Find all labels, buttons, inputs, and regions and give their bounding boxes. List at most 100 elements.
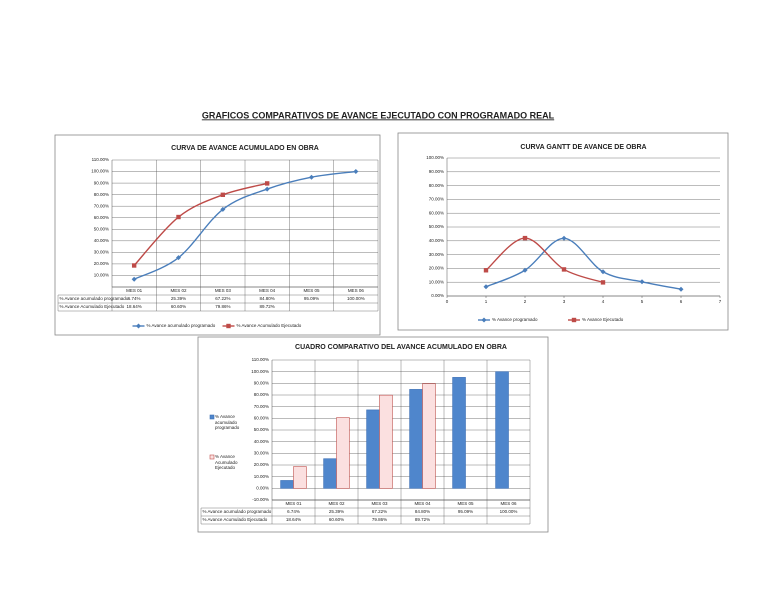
table-row-header: % Avance acumulado programado bbox=[60, 296, 129, 301]
legend-label: % Avance Ejecutado bbox=[582, 317, 624, 322]
y-tick-label: 90.00% bbox=[94, 180, 109, 185]
bar bbox=[366, 409, 380, 489]
y-tick-label: 40.00% bbox=[254, 439, 269, 444]
table-cell: 25.39% bbox=[329, 509, 344, 514]
y-tick-label: 30.00% bbox=[429, 252, 444, 257]
table-cell: 25.39% bbox=[171, 296, 186, 301]
point bbox=[176, 255, 181, 261]
point bbox=[131, 276, 137, 282]
bar bbox=[293, 466, 307, 489]
chart-title: CUADRO COMPARATIVO DEL AVANCE ACUMULADO … bbox=[295, 344, 507, 351]
legend-label: % Avance Acumulado Ejecutado bbox=[237, 323, 302, 328]
y-tick-label: 10.00% bbox=[429, 279, 444, 284]
y-tick-label: 40.00% bbox=[94, 238, 109, 243]
table-cell: 100.00% bbox=[500, 509, 518, 514]
x-tick-label: MES 01 bbox=[285, 501, 302, 506]
x-tick-label: 1 bbox=[485, 299, 488, 304]
x-tick-label: MES 04 bbox=[414, 501, 431, 506]
y-tick-label: 10.00% bbox=[254, 474, 269, 479]
legend-label: % Avance Acumulado Ejecutado bbox=[215, 454, 238, 470]
x-tick-label: MES 02 bbox=[328, 501, 345, 506]
bar bbox=[336, 417, 350, 489]
table-cell: 95.09% bbox=[304, 296, 319, 301]
x-tick-label: MES 05 bbox=[457, 501, 474, 506]
y-tick-label: 20.00% bbox=[94, 261, 109, 266]
y-tick-label: 50.00% bbox=[429, 224, 444, 229]
x-tick-label: 6 bbox=[680, 299, 683, 304]
point bbox=[483, 284, 489, 290]
y-tick-label: 110.00% bbox=[252, 357, 269, 362]
point bbox=[220, 206, 226, 212]
y-tick-label: 70.00% bbox=[94, 203, 109, 208]
series-line bbox=[133, 182, 268, 266]
point bbox=[639, 279, 645, 285]
y-tick-label: 40.00% bbox=[429, 238, 444, 243]
legend-label: % Avance acumulado programado bbox=[215, 414, 240, 430]
y-tick-label: 70.00% bbox=[429, 197, 444, 202]
bar bbox=[452, 377, 466, 489]
x-tick-label: MES 04 bbox=[259, 288, 276, 293]
legend-marker bbox=[481, 317, 487, 323]
point bbox=[176, 214, 181, 220]
chart-title: CURVA DE AVANCE ACUMULADO EN OBRA bbox=[171, 145, 319, 152]
legend-label: % Avance programado bbox=[492, 317, 538, 322]
y-tick-label: -10.00% bbox=[252, 497, 269, 502]
point bbox=[353, 169, 359, 175]
table-cell: 67.22% bbox=[372, 509, 387, 514]
series-line bbox=[485, 237, 604, 284]
x-tick-label: 2 bbox=[524, 299, 527, 304]
y-tick-label: 30.00% bbox=[94, 250, 109, 255]
y-tick-label: 10.00% bbox=[94, 273, 109, 278]
y-tick-label: 50.00% bbox=[254, 427, 269, 432]
point bbox=[678, 286, 684, 292]
point bbox=[561, 267, 567, 272]
x-tick-label: MES 06 bbox=[348, 288, 365, 293]
x-tick-label: MES 03 bbox=[371, 501, 388, 506]
y-tick-label: 80.00% bbox=[429, 183, 444, 188]
y-tick-label: 70.00% bbox=[254, 404, 269, 409]
table-cell: 18.64% bbox=[286, 517, 301, 522]
x-tick-label: MES 06 bbox=[500, 501, 517, 506]
point bbox=[131, 263, 137, 268]
y-tick-label: 100.00% bbox=[91, 169, 109, 174]
y-tick-label: 90.00% bbox=[429, 169, 444, 174]
point bbox=[264, 186, 270, 192]
x-tick-label: MES 01 bbox=[126, 288, 143, 293]
table-row-header: % Avance Acumulado Ejecutado bbox=[60, 304, 125, 309]
x-tick-label: 5 bbox=[641, 299, 644, 304]
page-title: GRAFICOS COMPARATIVOS DE AVANCE EJECUTAD… bbox=[202, 110, 555, 120]
point bbox=[483, 268, 489, 273]
y-tick-label: 80.00% bbox=[94, 192, 109, 197]
legend-swatch bbox=[209, 454, 215, 460]
table-cell: 84.80% bbox=[260, 296, 275, 301]
legend-marker bbox=[226, 323, 231, 329]
table-cell: 6.74% bbox=[287, 509, 300, 514]
table-cell: 79.86% bbox=[215, 304, 230, 309]
point bbox=[600, 269, 606, 275]
y-tick-label: 60.00% bbox=[429, 210, 444, 215]
table-cell: 84.80% bbox=[415, 509, 430, 514]
bar bbox=[323, 458, 337, 489]
point bbox=[264, 181, 270, 186]
table-cell: 100.00% bbox=[347, 296, 365, 301]
chart-title: CURVA GANTT DE AVANCE DE OBRA bbox=[520, 144, 646, 151]
table-cell: 18.64% bbox=[127, 304, 142, 309]
x-tick-label: 0 bbox=[446, 299, 449, 304]
series-line bbox=[485, 237, 682, 290]
y-tick-label: 0.00% bbox=[431, 293, 444, 298]
legend-box: % Avance acumulado programado bbox=[215, 414, 240, 430]
y-tick-label: 20.00% bbox=[254, 462, 269, 467]
series-line bbox=[133, 170, 356, 280]
legend-marker bbox=[136, 323, 141, 329]
x-tick-label: MES 03 bbox=[215, 288, 232, 293]
chart-frame bbox=[54, 134, 381, 336]
table-cell: 79.86% bbox=[372, 517, 387, 522]
chart-frame bbox=[397, 132, 729, 331]
table-cell: 60.60% bbox=[171, 304, 186, 309]
table-cell: 6.74% bbox=[128, 296, 141, 301]
legend-box: % Avance Acumulado Ejecutado bbox=[215, 454, 238, 470]
y-tick-label: 90.00% bbox=[254, 381, 269, 386]
y-tick-label: 80.00% bbox=[254, 392, 269, 397]
bar bbox=[280, 480, 294, 489]
